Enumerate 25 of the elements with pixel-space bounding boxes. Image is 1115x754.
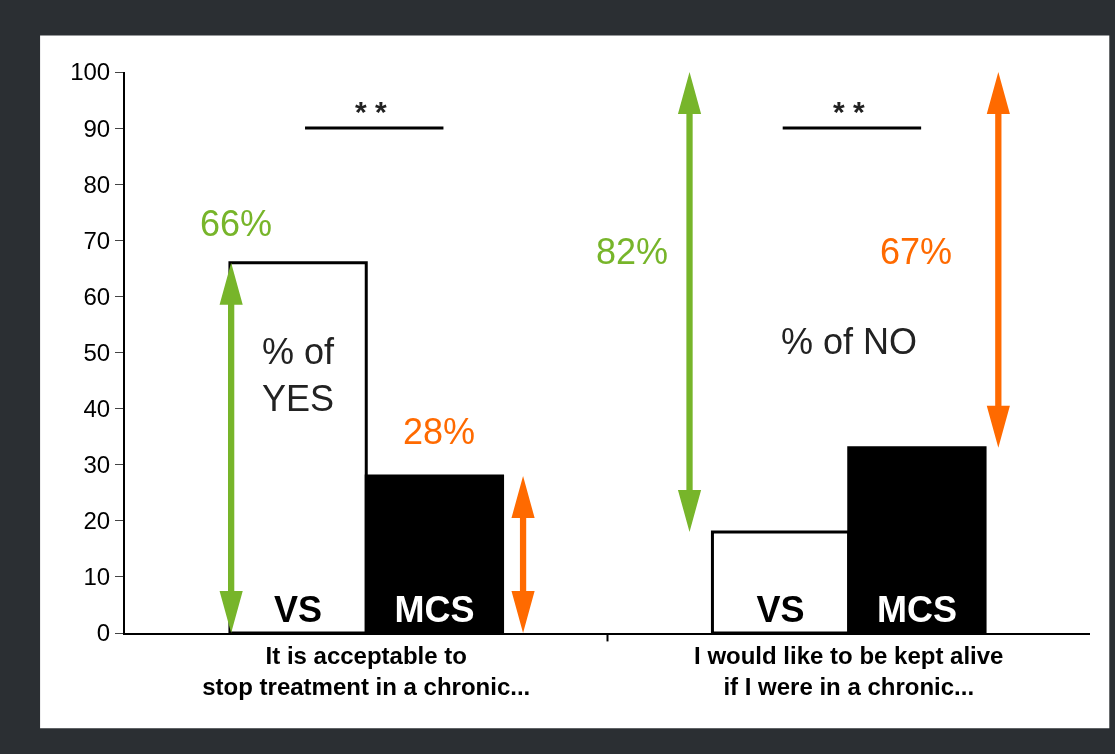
series-label: VS [274, 589, 323, 630]
y-tick-label: 60 [83, 282, 111, 310]
y-tick-label: 0 [96, 619, 111, 647]
annotation: 67% [880, 231, 953, 272]
y-tick-label: 20 [83, 507, 111, 535]
y-tick-label: 10 [83, 563, 111, 591]
y-tick-label: 90 [83, 114, 111, 142]
annotation: * * [833, 95, 866, 128]
annotation: 66% [200, 203, 273, 244]
y-tick-label: 70 [83, 226, 111, 254]
x-tick-label: It is acceptable to stop treatment in a chronic... [202, 641, 531, 700]
y-tick-label: 30 [83, 451, 111, 479]
y-tick-label: 40 [83, 395, 111, 422]
annotation: 28% [403, 411, 476, 452]
x-tick-label: I would like to be kept alive if I were in a chronic... [694, 641, 1004, 700]
text: VS [756, 589, 805, 630]
series-label: MCS [394, 589, 475, 630]
annotation: % of NO [781, 321, 918, 362]
y-tick-label: 80 [83, 170, 111, 198]
text: MCS [876, 589, 957, 630]
annotation: 82% [596, 231, 669, 272]
y-tick-label: 100 [70, 58, 111, 86]
annotation: * * [355, 95, 388, 128]
y-tick-label: 50 [83, 338, 111, 366]
annotation: % of YES [262, 331, 336, 419]
